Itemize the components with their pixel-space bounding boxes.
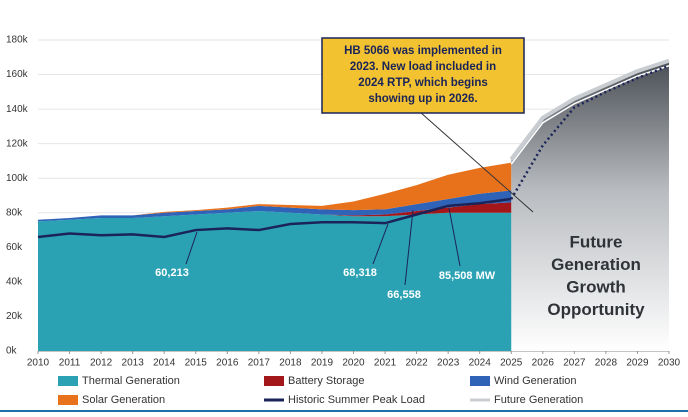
x-tick-label: 2027: [563, 358, 586, 369]
y-tick-label: 80k: [6, 207, 23, 218]
legend-swatch: [470, 376, 490, 386]
y-tick-label: 180k: [6, 35, 29, 46]
callout-text: showing up in 2026.: [368, 93, 477, 105]
x-tick-label: 2019: [311, 358, 334, 369]
legend-label: Future Generation: [494, 394, 583, 406]
future-line-inner: [510, 65, 670, 165]
y-tick-label: 0k: [6, 346, 18, 357]
legend-swatch: [58, 376, 78, 386]
x-tick-label: 2017: [248, 358, 271, 369]
legend-label: Thermal Generation: [82, 375, 180, 387]
y-tick-label: 100k: [6, 173, 29, 184]
leader-line: [448, 207, 461, 267]
annotation: 85,508 MW: [439, 270, 496, 282]
x-tick-label: 2029: [626, 358, 649, 369]
x-tick-label: 2014: [153, 358, 176, 369]
x-tick-label: 2021: [374, 358, 397, 369]
legend-swatch: [58, 395, 78, 405]
future-area: [511, 60, 669, 351]
callout-text: 2023. New load included in: [350, 61, 496, 73]
peak-line: [37, 197, 512, 239]
area: [38, 162, 512, 220]
x-tick-label: 2030: [658, 358, 681, 369]
x-tick-label: 2028: [595, 358, 618, 369]
x-tick-label: 2015: [185, 358, 208, 369]
legend-label: Wind Generation: [494, 375, 577, 387]
area: [38, 202, 512, 222]
x-tick-label: 2018: [279, 358, 302, 369]
peak-line-projected: [510, 64, 670, 200]
x-tick-label: 2025: [500, 358, 523, 369]
annotation: 66,558: [387, 289, 421, 301]
y-tick-label: 60k: [6, 242, 23, 253]
overlay-text: Growth: [566, 277, 626, 296]
legend-label: Historic Summer Peak Load: [288, 394, 425, 406]
areas: [38, 60, 669, 351]
future-line: [509, 58, 670, 161]
x-tick-label: 2024: [469, 358, 492, 369]
x-tick-label: 2020: [342, 358, 365, 369]
legend-label: Battery Storage: [288, 375, 364, 387]
legend-label: Solar Generation: [82, 394, 165, 406]
y-tick-label: 40k: [6, 277, 23, 288]
x-tick-label: 2013: [122, 358, 145, 369]
x-tick-label: 2010: [27, 358, 50, 369]
overlay: 60,213 68,318 66,558 85,508 MW HB 5066 was i…: [37, 37, 670, 406]
area: [38, 211, 512, 351]
leader-line: [372, 223, 389, 265]
x-tick-label: 2023: [437, 358, 460, 369]
area: [38, 190, 512, 222]
y-tick-label: 140k: [6, 104, 29, 115]
overlay-text: Generation: [551, 255, 641, 274]
leader-line: [404, 209, 414, 286]
callout-box: [321, 37, 525, 114]
x-tick-label: 2012: [90, 358, 113, 369]
callout-text: 2024 RTP, which begins: [358, 77, 488, 89]
y-tick-label: 20k: [6, 311, 23, 322]
legend-swatch: [264, 376, 284, 386]
overlay-text: Future: [570, 232, 623, 251]
x-tick-label: 2026: [532, 358, 555, 369]
x-tick-label: 2011: [59, 358, 81, 369]
annotation: 60,213: [155, 267, 189, 279]
x-tick-label: 2022: [405, 358, 428, 369]
overlay-text: Opportunity: [547, 300, 645, 319]
leader-line: [185, 231, 198, 265]
annotation: 68,318: [343, 267, 377, 279]
y-tick-label: 120k: [6, 138, 29, 149]
callout-text: HB 5066 was implemented in: [344, 45, 502, 57]
callout-pointer: [419, 111, 534, 213]
y-tick-label: 160k: [6, 69, 29, 80]
x-tick-label: 2016: [216, 358, 239, 369]
